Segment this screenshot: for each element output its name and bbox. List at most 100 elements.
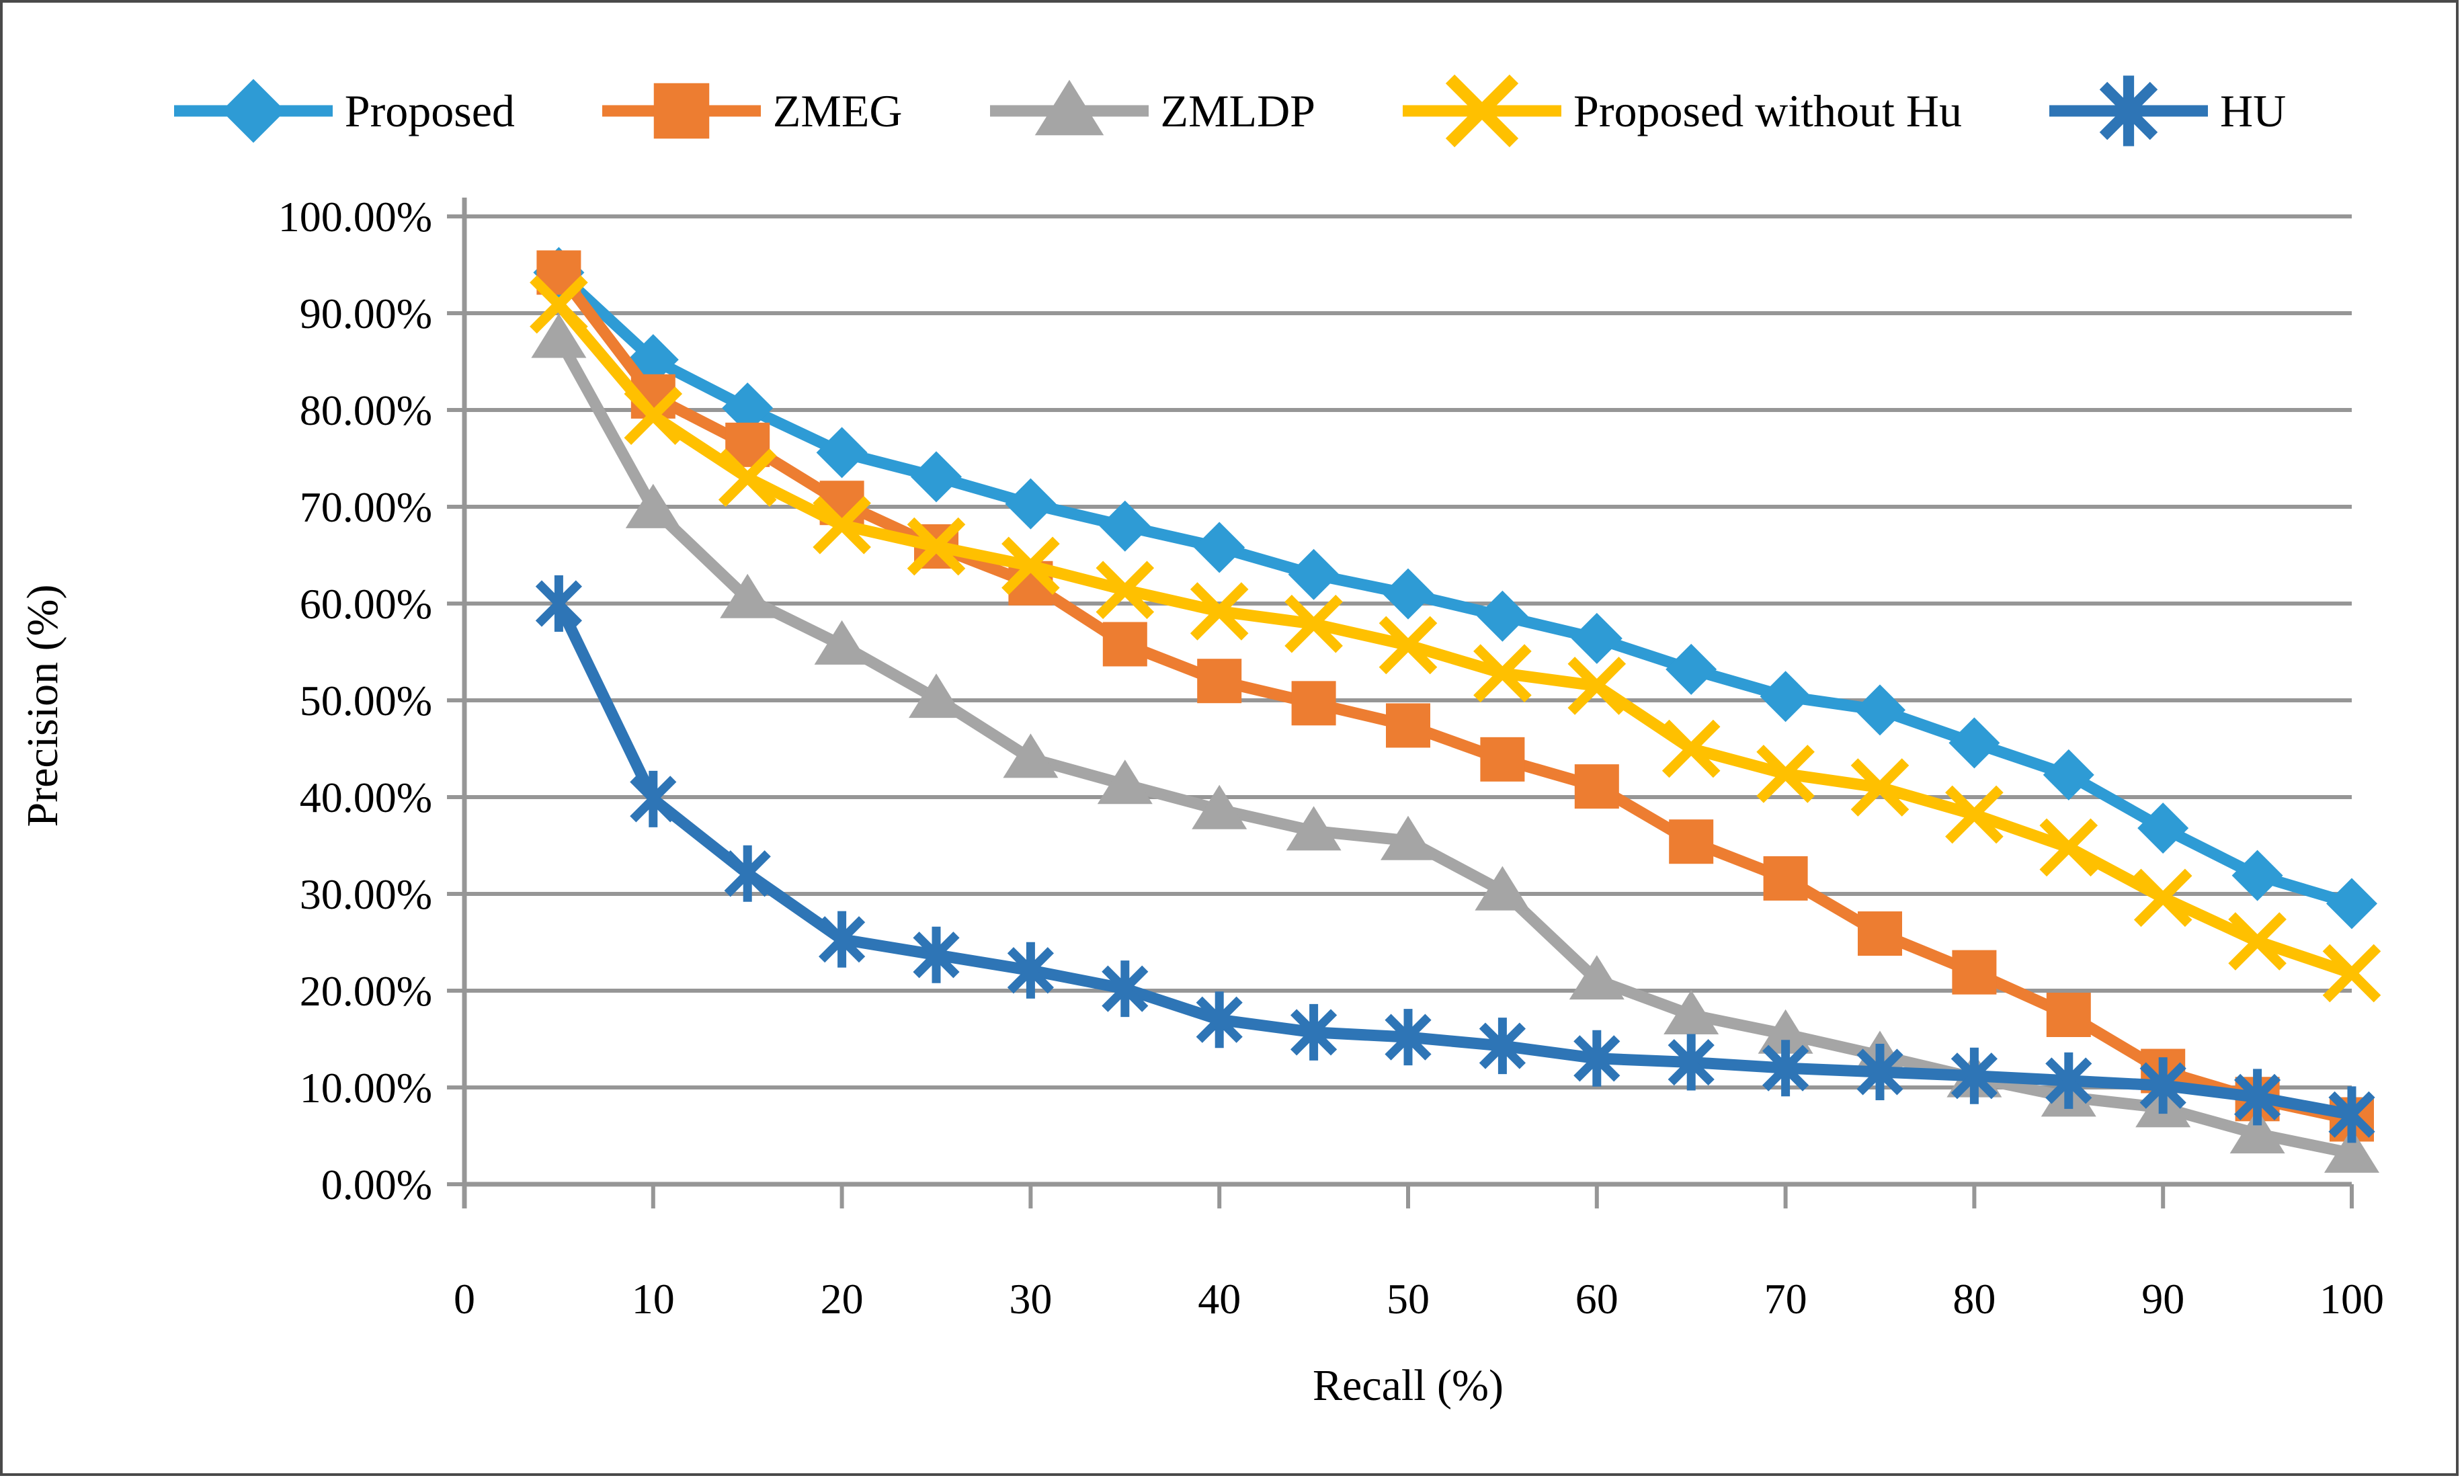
diamond-marker [1194,522,1245,573]
x-tick-label-70: 70 [1764,1275,1807,1323]
star-marker [1196,991,1243,1048]
precision-recall-plot: 0.00% 10.00% 20.00% 30.00% 40.00% 50.00% 60.00… [278,193,2384,1323]
legend-item-zmeg: ZMEG [601,67,903,155]
x-marker [1661,719,1721,778]
x-marker [2133,868,2192,928]
legend-label: ZMEG [772,85,903,136]
y-tick-label-10: 10.00% [300,1064,432,1112]
diamond-marker [2043,749,2094,800]
square-marker [1952,950,1997,995]
y-tick-label-30: 30.00% [300,870,432,918]
star-marker [2045,1052,2092,1109]
x-marker [1445,74,1519,148]
diamond-marker [1948,717,2000,769]
x-marker [1567,657,1627,715]
series-proposed [533,247,2377,930]
series-hu [535,575,2375,1143]
star-marker [1290,1003,1338,1061]
legend-marker-diamond-icon [173,79,333,143]
x-marker [1756,745,1815,803]
star-marker [724,845,771,902]
x-tick-label-90: 90 [2141,1275,2184,1323]
star-marker [1950,1047,1998,1104]
tick-labels: 0.00% 10.00% 20.00% 30.00% 40.00% 50.00% 60.00… [278,193,2384,1323]
triangle-marker [1381,815,1436,860]
x-marker [1379,616,1438,675]
x-marker [1945,785,2004,844]
x-marker [624,386,683,445]
square-marker [1102,622,1147,667]
star-marker [1385,1009,1432,1066]
series-zmldp [531,313,2379,1173]
square-marker [1386,703,1430,748]
square-marker [1669,819,1714,864]
x-tick-label-20: 20 [821,1275,864,1323]
diamond-marker [1666,643,1717,695]
legend-item-zmldp: ZMLDP [989,67,1315,155]
triangle-marker [1034,79,1104,136]
x-marker [2228,912,2287,971]
x-tick-label-40: 40 [1198,1275,1241,1323]
x-tick-label-100: 100 [2319,1275,2384,1323]
x-marker [907,517,966,576]
triangle-marker [2229,1109,2285,1154]
x-marker [1096,561,1155,620]
x-tick-label-50: 50 [1387,1275,1430,1323]
x-marker [2322,944,2381,1003]
x-marker [1473,644,1532,702]
x-tick-label-60: 60 [1575,1275,1618,1323]
series-hu-line [553,601,2353,1120]
triangle-marker [1664,990,1719,1034]
y-tick-label-20: 20.00% [300,967,432,1015]
x-axis-title: Recall (%) [1312,1361,1504,1410]
diamond-marker [1383,568,1434,620]
diamond-marker [1005,478,1057,530]
square-marker [1197,659,1242,704]
star-marker [1573,1030,1620,1087]
diamond-marker [1760,671,1811,723]
diamond-marker [221,79,286,143]
x-marker [1850,758,1909,817]
star-marker [913,926,960,983]
triangle-marker [1758,1009,1813,1054]
x-marker [718,448,777,507]
triangle-marker [1286,806,1342,851]
triangle-marker [1003,733,1059,778]
triangle-marker [1569,955,1625,1000]
x-tick-label-10: 10 [632,1275,675,1323]
square-marker [1480,737,1525,782]
series-proposed-line [555,268,2354,909]
triangle-marker [2324,1128,2379,1173]
x-marker [1001,536,1060,595]
y-axis-title: Precision (%) [18,584,67,827]
x-marker [813,496,871,554]
diamond-marker [1477,590,1528,642]
legend-marker-triangle-icon [989,79,1149,136]
y-tick-label-0: 0.00% [321,1161,432,1208]
diamond-marker [1571,612,1623,664]
y-tick-label-70: 70.00% [300,483,432,531]
legend-marker-square-icon [602,83,761,139]
legend-label: Proposed [344,85,515,136]
square-marker [653,83,710,139]
square-marker [1763,856,1808,901]
diamond-marker [911,451,962,503]
triangle-marker [531,313,587,358]
star-marker [2139,1057,2186,1114]
star-marker [630,770,677,827]
legend-item-proposed: Proposed [173,67,515,155]
diamond-marker [2231,850,2283,901]
legend-label: HU [2220,85,2287,136]
star-marker [1668,1034,1715,1091]
x-tick-label-0: 0 [454,1275,475,1323]
y-tick-label-60: 60.00% [300,580,432,628]
diamond-marker [1288,548,1340,600]
diamond-marker [816,427,868,479]
diamond-marker [722,382,774,434]
star-marker [1856,1043,1903,1100]
star-marker [1102,960,1149,1018]
axes [447,198,2354,1208]
star-marker [2328,1086,2375,1143]
legend-label: Proposed without Hu [1573,85,1962,136]
